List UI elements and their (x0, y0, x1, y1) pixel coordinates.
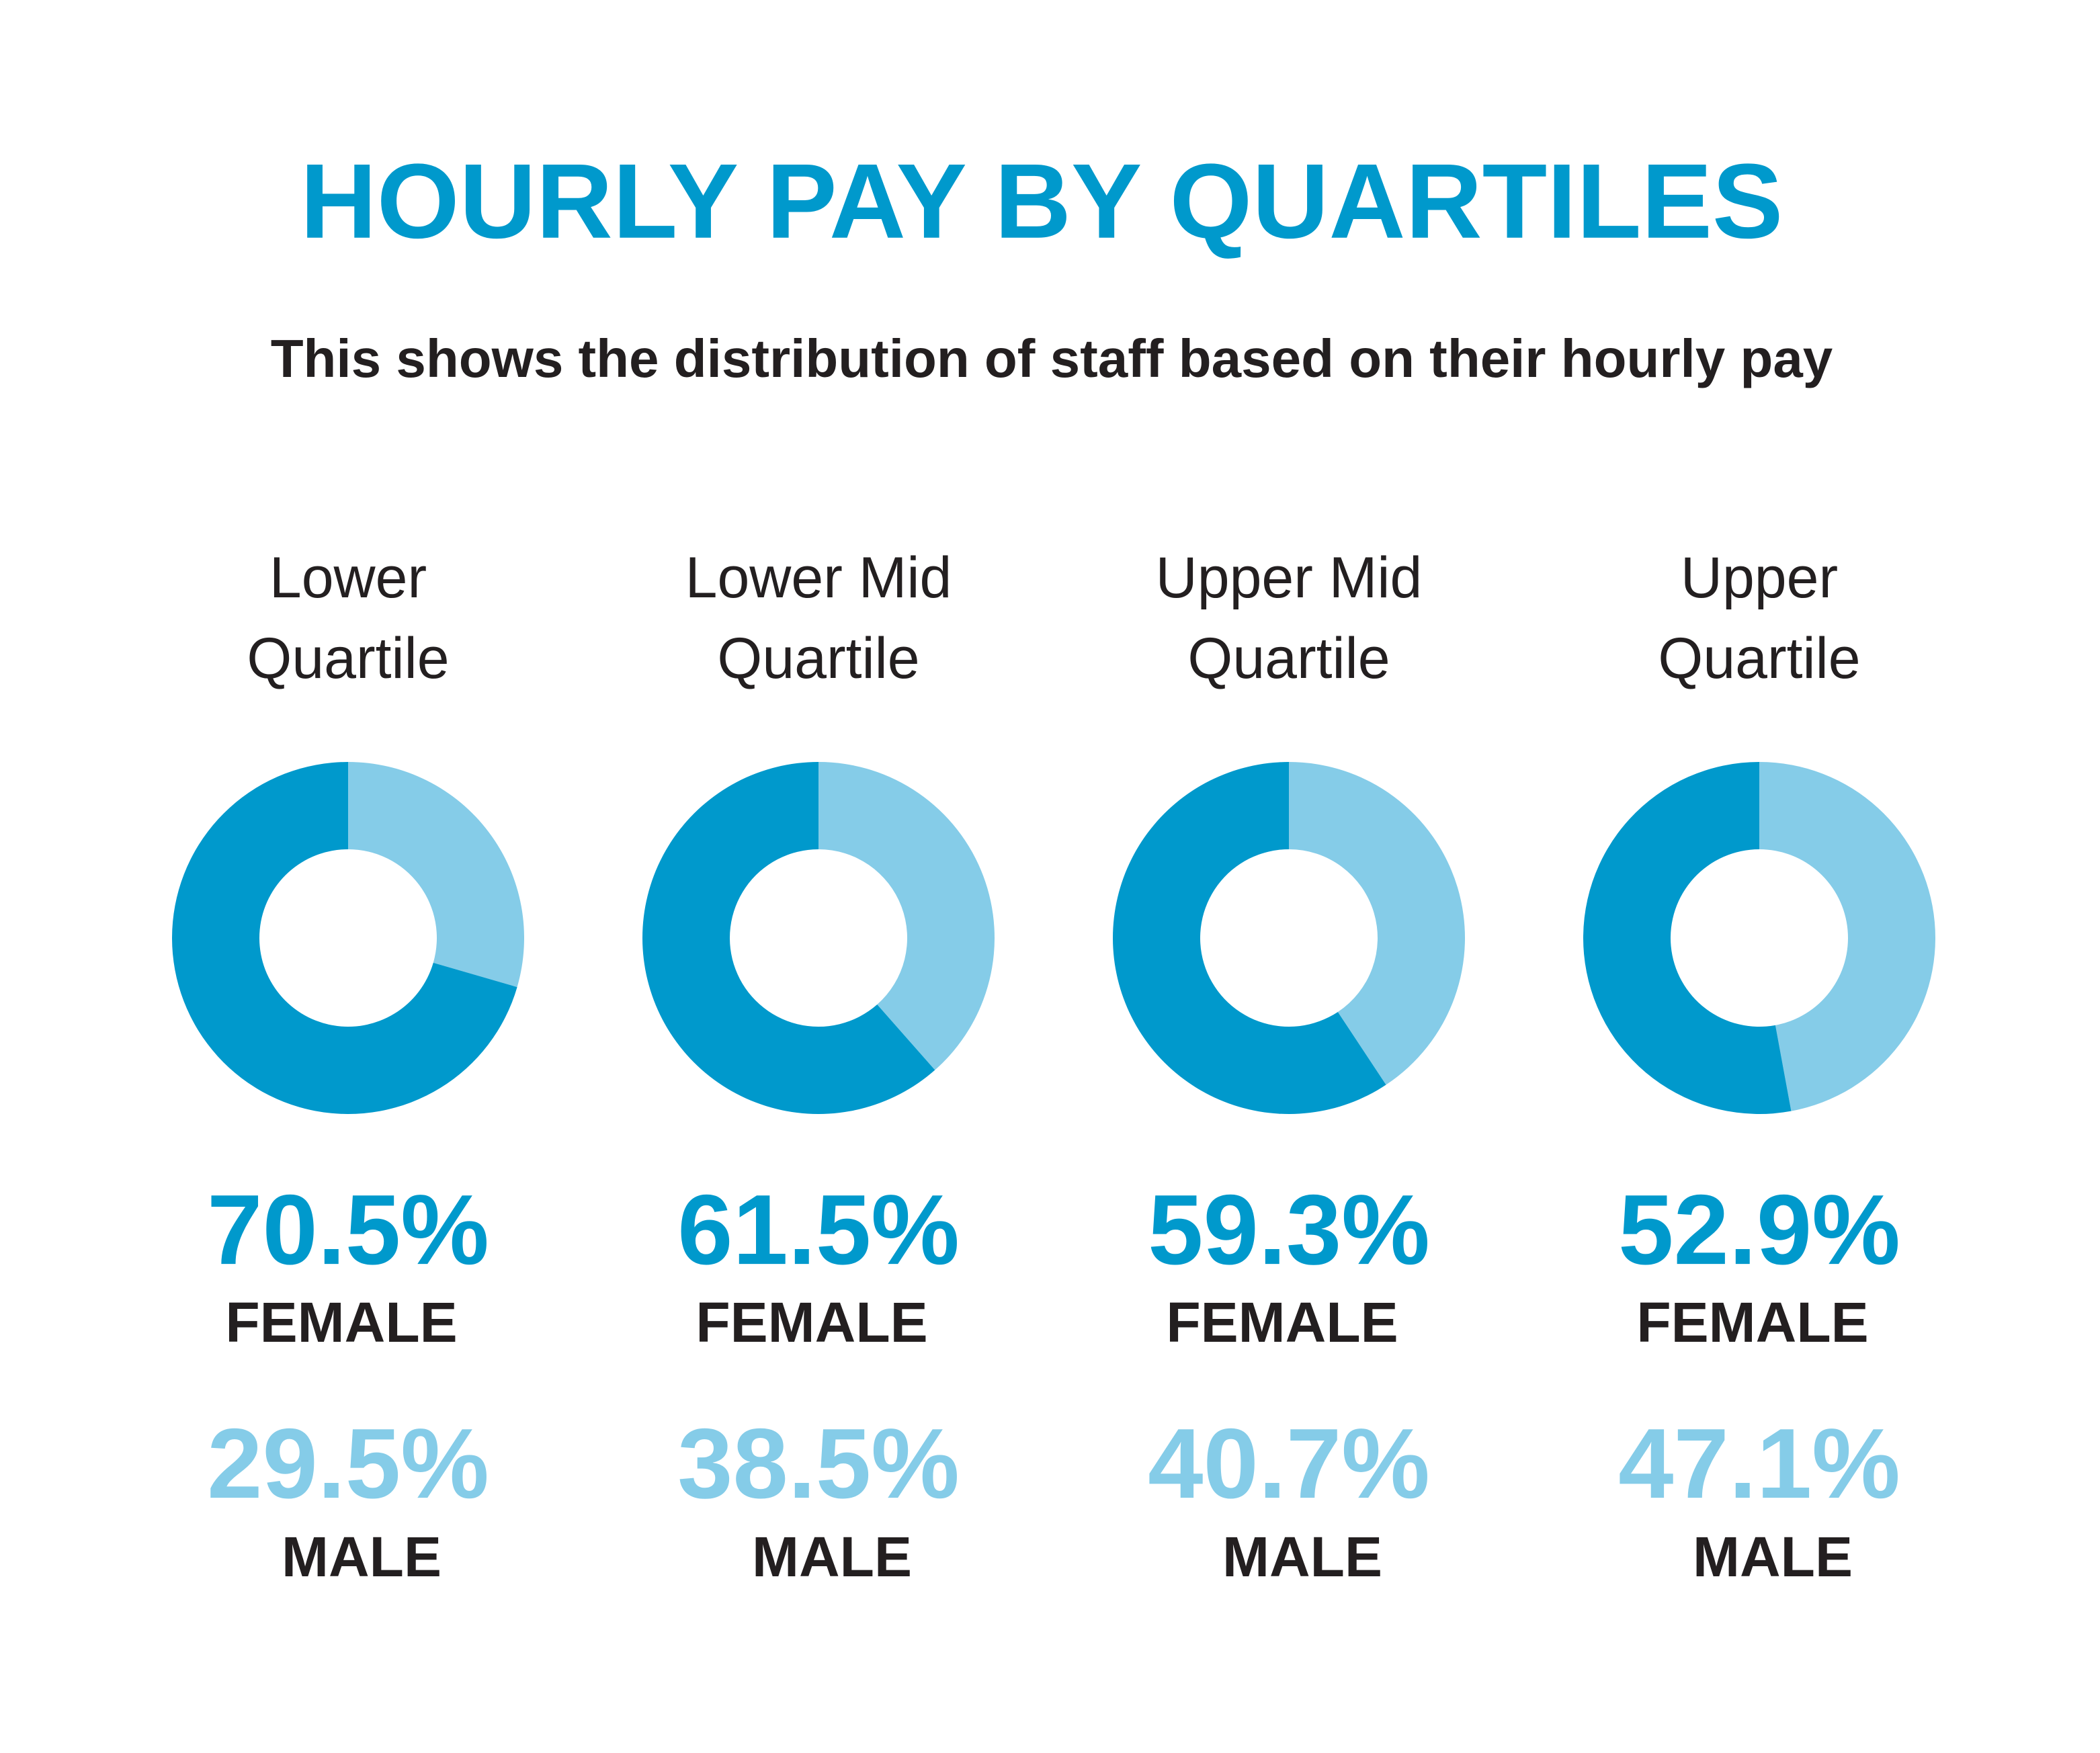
value-label: 47.1% (1618, 1408, 1900, 1519)
donut-segment (1289, 762, 1466, 1085)
series-name: FEMALE (1636, 1291, 1868, 1354)
value-label: 29.5% (207, 1408, 489, 1519)
value-label: 52.9% (1618, 1174, 1900, 1285)
value-label: 70.5% (207, 1174, 489, 1285)
series-name: FEMALE (1166, 1291, 1398, 1354)
donut-segment (1113, 762, 1386, 1114)
donut-segment (172, 762, 517, 1114)
donut-segment (1583, 762, 1792, 1114)
value-label: 61.5% (677, 1174, 960, 1285)
subtitle: This shows the distribution of staff bas… (271, 329, 1833, 388)
quartile-title: Lower Quartile (247, 546, 450, 691)
title: HOURLY PAY BY QUARTILES (300, 142, 1783, 261)
quartile-title: Upper Mid Quartile (1155, 546, 1423, 691)
donut-segment (818, 762, 995, 1070)
value-label: 59.3% (1148, 1174, 1430, 1285)
donut-segment (642, 762, 935, 1114)
quartile-title: Lower Mid Quartile (685, 546, 952, 691)
series-name: MALE (752, 1525, 912, 1588)
series-name: MALE (1693, 1525, 1853, 1588)
series-name: MALE (1222, 1525, 1382, 1588)
value-label: 40.7% (1148, 1408, 1430, 1519)
value-label: 38.5% (677, 1408, 960, 1519)
series-name: FEMALE (696, 1291, 927, 1354)
donut-segment (348, 762, 524, 988)
donut-segment (1759, 762, 1935, 1111)
series-name: FEMALE (225, 1291, 457, 1354)
series-name: MALE (282, 1525, 442, 1588)
quartile-title: Upper Quartile (1658, 546, 1861, 691)
